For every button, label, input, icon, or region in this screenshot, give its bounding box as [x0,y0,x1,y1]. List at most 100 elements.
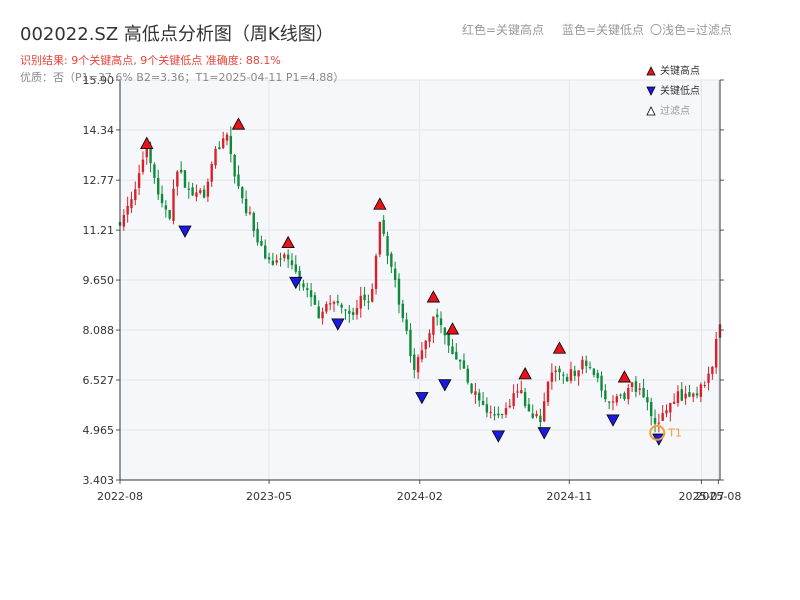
candle-down [478,392,481,401]
legend-low-label: 关键低点 [660,86,700,97]
y-tick-label: 11.21 [83,224,115,237]
candle-down [264,245,267,259]
candle-up [416,357,420,373]
summary-line: 优质：否（P1=37.6% B2=3.36；T1=2025-04-11 P1=4… [20,71,345,84]
candle-up [699,384,703,398]
candle-up [714,339,718,368]
y-tick-label: 4.965 [83,424,115,437]
candle-up [707,373,710,383]
candle-up [130,199,133,209]
candle-up [321,311,324,319]
candle-down [179,169,183,173]
candle-up [581,359,584,370]
hint-blue-low: 蓝色=关键低点 [562,23,645,37]
candle-up [137,173,141,188]
candle-down [302,283,305,288]
candle-up [474,391,477,395]
candle-up [145,148,148,158]
candle-up [711,366,714,375]
candle-down [351,312,355,315]
key-high-marker [445,322,460,335]
candle-down [401,303,405,319]
candle-down [634,381,638,392]
candle-down [390,253,393,267]
candle-down [653,418,657,424]
legend-filtered-label: 过滤点 [660,106,690,117]
grid [119,79,720,481]
y-tick-label: 9.650 [83,274,115,287]
candle-down [393,268,397,281]
legend-low: 关键低点 [646,85,700,99]
candle-up [225,134,229,141]
candle-up [371,288,374,302]
candle-up [432,316,435,335]
candle-down [435,314,439,318]
candle-down [386,236,389,256]
legend-filtered: 过滤点 [646,105,690,119]
candle-up [134,189,137,201]
candle-up [424,340,427,350]
key-low-marker [331,318,345,331]
candle-down [298,270,301,282]
candle-down [286,254,290,260]
candle-up [577,370,580,377]
candle-up [275,260,278,263]
candle-down [233,154,236,177]
candle-down [157,178,160,195]
candle-up [703,385,706,387]
candle-down [523,392,527,407]
candle-up [122,215,126,227]
candle-down [592,368,596,375]
candle-down [596,373,599,379]
candle-up [328,303,332,305]
candle-down [646,397,649,403]
x-tick-label: 2025-08 [695,490,741,503]
candle-down [493,414,496,416]
candle-up [627,388,630,400]
candle-down [363,294,366,301]
candle-up [672,401,676,404]
candle-up [428,333,431,342]
candle-up [638,388,641,390]
y-tick-label: 12.77 [83,174,115,187]
x-tick-label: 2022-08 [97,490,143,503]
candle-down [344,309,347,311]
candle-up [550,372,554,382]
candle-down [455,351,458,360]
candle-down [558,368,561,373]
candle-down [153,164,156,178]
candle-down [405,319,408,331]
candle-down [485,404,489,413]
y-tick-label: 8.088 [83,324,115,337]
candle-up [615,396,619,403]
candle-down [252,212,255,231]
x-tick-label: 2023-05 [246,490,292,503]
candle-down [562,374,565,376]
candle-down [202,189,206,198]
candle-down [688,392,691,397]
candle-down [306,288,309,290]
key-high-marker [281,235,295,249]
candle-down [585,360,588,366]
hint-light-filtered: 〇浅色=过滤点 [650,23,733,37]
y-tick-label: 14.34 [83,124,115,137]
candle-up [504,408,508,415]
key-high-marker [140,136,154,149]
candle-up [359,295,362,309]
hollow-triangle-icon [646,106,656,116]
candle-up [172,188,175,221]
candle-down [623,393,626,400]
candle-down [267,257,271,260]
key-high-marker [518,367,532,380]
key-high-marker [617,370,632,383]
candle-up [206,181,210,197]
candle-down [462,360,466,369]
candle-up [355,307,359,315]
candle-down [500,413,504,415]
key-low-marker [289,276,303,290]
candle-up [665,410,668,414]
candle-down [367,301,370,303]
candle-down [218,147,221,150]
candle-up [692,393,695,397]
y-tick-label: 6.527 [83,374,115,387]
